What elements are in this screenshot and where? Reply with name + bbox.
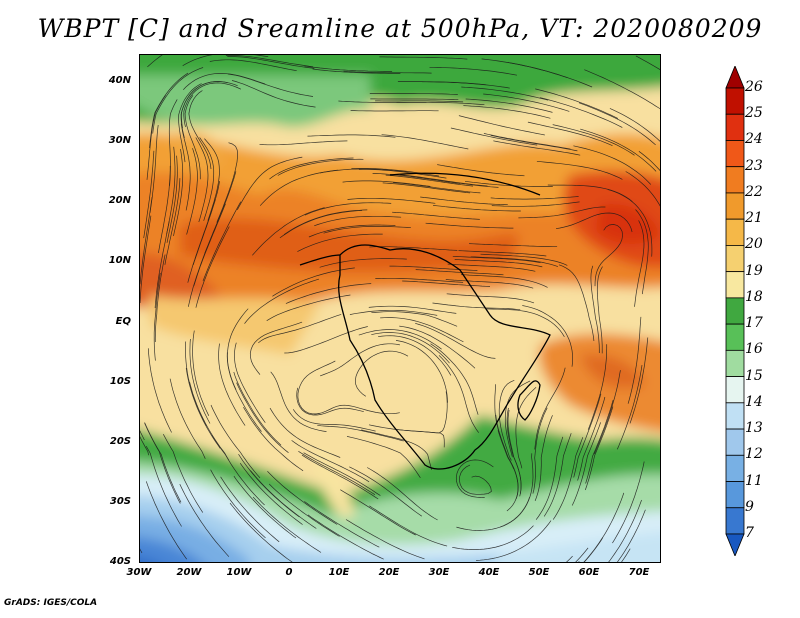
colorbar-label: 26 <box>745 79 763 95</box>
colorbar-min-triangle <box>725 533 745 556</box>
lat-label: 30S <box>109 495 131 507</box>
colorbar-segment <box>725 192 745 220</box>
colorbar-label: 23 <box>745 157 763 174</box>
colorbar-segment <box>725 428 745 456</box>
colorbar-label: 9 <box>745 498 754 515</box>
colorbar-segment <box>725 245 745 273</box>
colorbar-label: 13 <box>745 420 763 437</box>
colorbar-segment <box>725 166 745 194</box>
colorbar-label: 17 <box>745 315 763 332</box>
lat-label: 20S <box>109 435 131 447</box>
lon-label: 30W <box>126 567 152 578</box>
colorbar-label: 25 <box>745 105 763 122</box>
colorbar-segment <box>725 140 745 168</box>
lon-label: 60E <box>578 567 600 578</box>
lon-label: 40E <box>478 567 500 578</box>
colorbar-label: 7 <box>745 525 754 541</box>
colorbar-segment <box>725 402 745 430</box>
lat-label: 10N <box>108 255 131 267</box>
colorbar-max-triangle <box>725 66 745 89</box>
colorbar-label: 24 <box>745 131 763 148</box>
colorbar-segment <box>725 271 745 299</box>
lat-label: 40S <box>109 556 131 567</box>
coastlines <box>299 172 551 470</box>
lat-label: 20N <box>108 195 131 207</box>
wbpt-map <box>139 54 661 563</box>
wbpt-field <box>140 55 660 562</box>
colorbar-segment <box>725 376 745 404</box>
colorbar-label: 12 <box>745 446 763 463</box>
lon-label: 50E <box>528 567 550 578</box>
colorbar-segment <box>725 113 745 141</box>
colorbar-label: 19 <box>745 262 763 279</box>
temperature-field <box>140 55 660 562</box>
colorbar-label: 22 <box>745 183 763 200</box>
lon-label: 10W <box>226 567 252 578</box>
lon-label: 0 <box>285 567 293 578</box>
streamlines <box>140 55 660 562</box>
lat-label: EQ <box>115 315 131 327</box>
lon-label: 70E <box>628 567 650 578</box>
lat-label: 40N <box>108 75 131 86</box>
chart-title: WBPT [C] and Sreamline at 500hPa, VT: 20… <box>37 14 763 43</box>
colorbar-label: 11 <box>745 472 763 489</box>
colorbar-label: 14 <box>745 393 763 410</box>
colorbar-segment <box>725 454 745 482</box>
lon-label: 20W <box>176 567 202 578</box>
colorbar-segment <box>725 349 745 377</box>
colorbar-label: 16 <box>745 341 763 358</box>
colorbar-segment <box>725 218 745 246</box>
colorbar-label: 15 <box>745 367 763 384</box>
colorbar-label: 20 <box>745 236 763 253</box>
lat-label: 30N <box>108 135 131 147</box>
colorbar-segment <box>725 87 745 115</box>
lon-label: 30E <box>428 567 450 578</box>
lon-label: 20E <box>378 567 400 578</box>
credit-text: GrADS: IGES/COLA <box>4 598 98 608</box>
lat-label: 10S <box>109 375 131 387</box>
lon-label: 10E <box>328 567 350 578</box>
colorbar <box>725 66 745 556</box>
colorbar-label: 21 <box>745 210 763 227</box>
colorbar-segment <box>725 481 745 509</box>
colorbar-segment <box>725 507 745 535</box>
colorbar-segment <box>725 323 745 351</box>
colorbar-label: 18 <box>745 288 763 305</box>
colorbar-segment <box>725 297 745 325</box>
